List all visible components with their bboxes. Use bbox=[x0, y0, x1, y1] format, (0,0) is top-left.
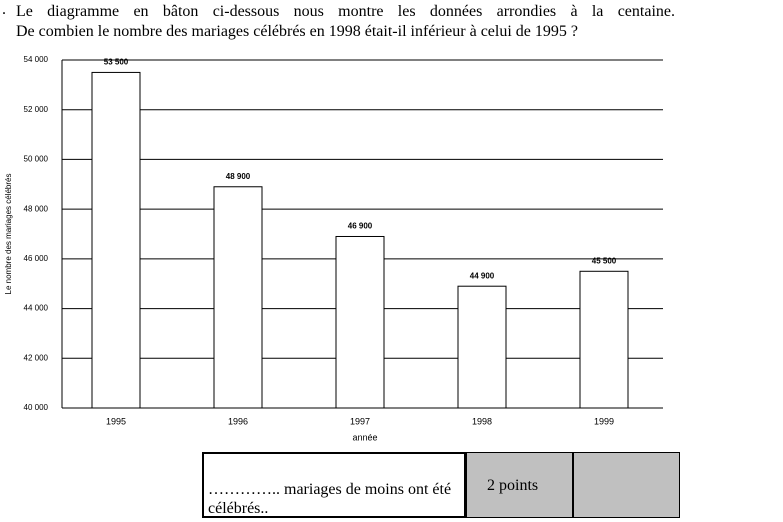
y-tick-label: 54 000 bbox=[24, 55, 49, 64]
value-label: 53 500 bbox=[104, 58, 129, 67]
y-tick-label: 46 000 bbox=[24, 254, 49, 263]
x-tick-label: 1995 bbox=[106, 416, 126, 426]
score-cell bbox=[573, 452, 680, 518]
chart: Le nombre des mariages célébrés année 40… bbox=[4, 55, 663, 442]
bar bbox=[579, 270, 629, 409]
question-line: Le diagramme en bâton ci-dessous nous mo… bbox=[16, 3, 675, 20]
x-tick-label: 1998 bbox=[472, 416, 492, 426]
value-label: 48 900 bbox=[226, 172, 251, 181]
value-label: 46 900 bbox=[348, 222, 373, 231]
value-label: 45 500 bbox=[592, 256, 617, 265]
bar bbox=[335, 235, 385, 409]
y-tick-label: 40 000 bbox=[24, 403, 49, 412]
y-tick-label: 42 000 bbox=[24, 353, 49, 362]
answer-table: ………….. mariages de moins ont été célébré… bbox=[202, 452, 680, 518]
y-tick-label: 44 000 bbox=[24, 304, 49, 313]
x-tick-label: 1999 bbox=[594, 416, 614, 426]
question-marker: . bbox=[2, 1, 6, 18]
question-line: De combien le nombre des mariages célébr… bbox=[16, 23, 578, 40]
value-label: 44 900 bbox=[470, 271, 495, 280]
y-tick-label: 48 000 bbox=[24, 204, 49, 213]
x-tick-label: 1997 bbox=[350, 416, 370, 426]
bar bbox=[213, 186, 263, 409]
answer-cell: ………….. mariages de moins ont été célébré… bbox=[202, 452, 466, 518]
y-tick-label: 52 000 bbox=[24, 105, 49, 114]
x-axis-label: année bbox=[352, 432, 377, 442]
y-tick-label: 50 000 bbox=[24, 155, 49, 164]
bar bbox=[457, 285, 507, 409]
y-axis-label: Le nombre des mariages célébrés bbox=[4, 174, 13, 295]
x-tick-label: 1996 bbox=[228, 416, 248, 426]
bar bbox=[91, 71, 141, 409]
points-cell: 2 points bbox=[466, 452, 573, 518]
